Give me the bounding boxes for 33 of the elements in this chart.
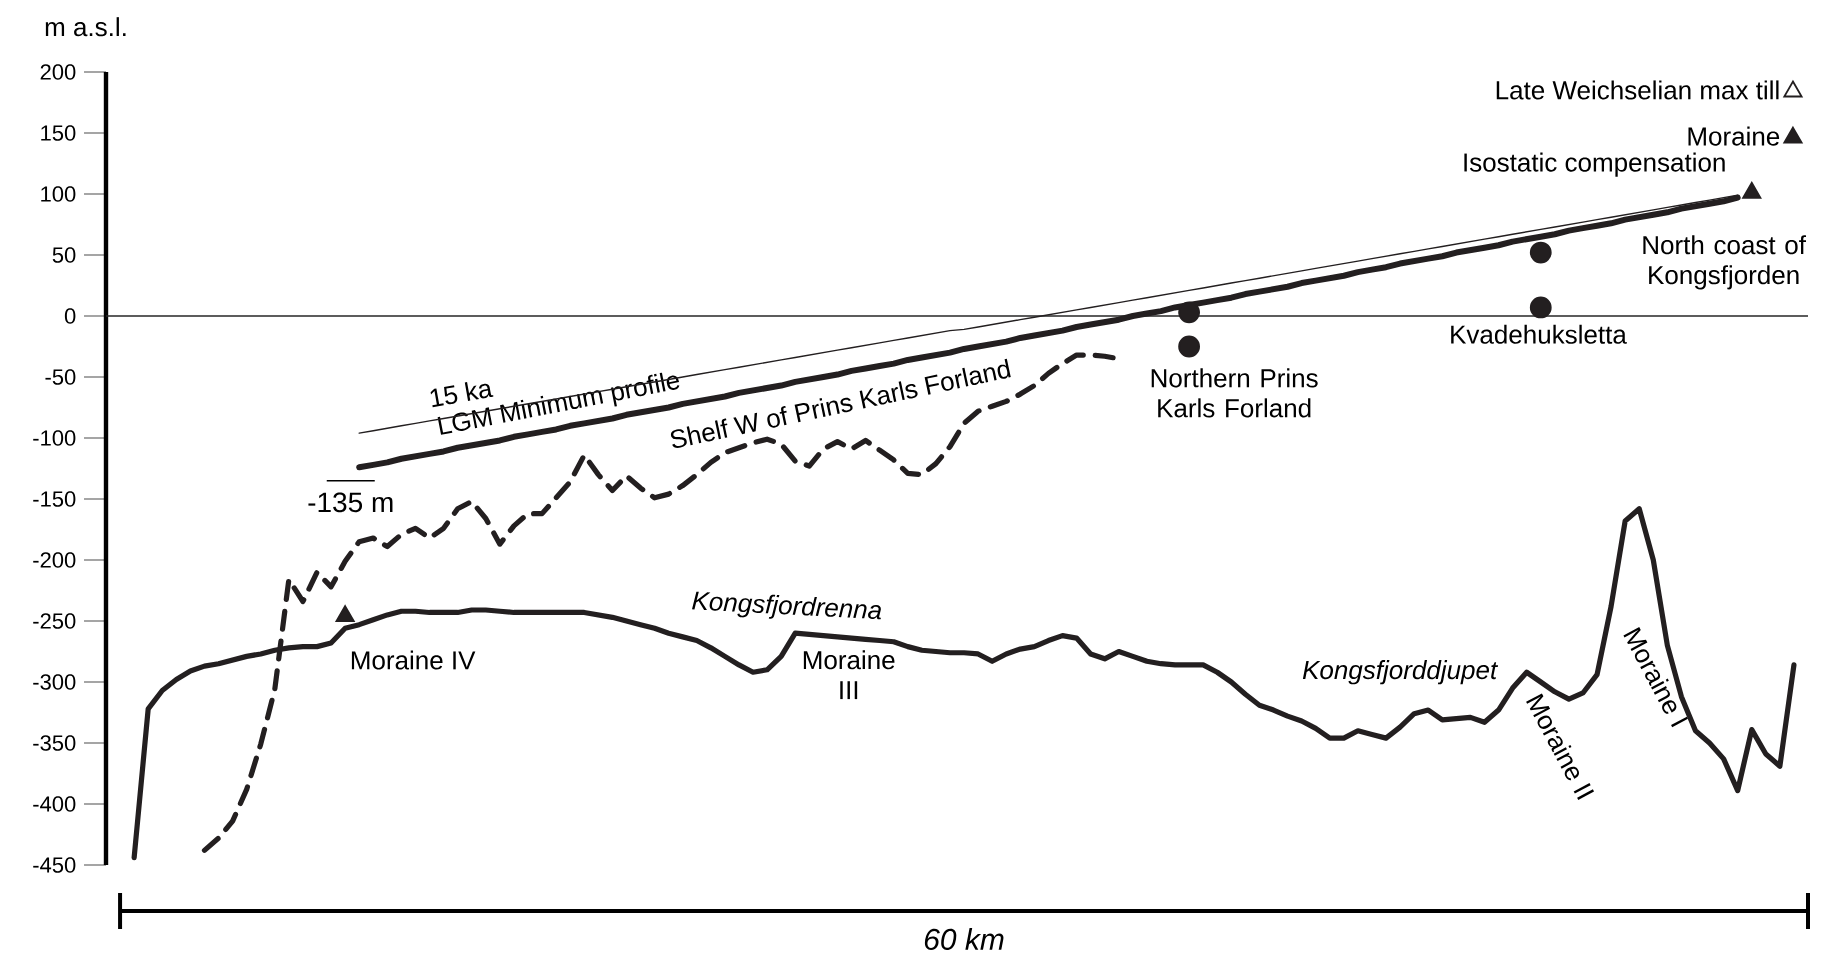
annotation: Moraine III — [803, 650, 895, 700]
x-axis-title: 60 km — [924, 927, 1004, 951]
y-tick-label: 100 — [41, 186, 76, 202]
point — [1178, 335, 1200, 358]
y-tick-label: -200 — [33, 552, 76, 568]
annotation: North coast of Kongsfjorden — [1643, 235, 1807, 290]
y-tick-label: -100 — [33, 430, 76, 446]
y-tick-label: -250 — [33, 613, 76, 629]
y-tick-label: -150 — [33, 491, 76, 507]
legend-label: Late Weichselian max till — [1496, 80, 1779, 100]
y-tick-label: -50 — [45, 369, 76, 385]
annotation: Kongsfjorddjupet — [1302, 660, 1499, 685]
annotation: Moraine IV — [351, 650, 476, 670]
point — [1178, 301, 1200, 324]
y-axis-title: m a.s.l. — [45, 17, 126, 37]
annotation: Isostatic compensation — [1464, 152, 1725, 177]
y-tick-label: 150 — [41, 125, 76, 141]
text: 15 ka — [430, 382, 494, 408]
y-tick-label: -400 — [33, 796, 76, 812]
legend-label: Moraine — [1688, 126, 1780, 146]
y-tick-label: 50 — [52, 247, 76, 263]
point — [1529, 296, 1552, 319]
point — [335, 605, 355, 623]
y-tick-label: 200 — [40, 64, 76, 80]
y-tick-label: -300 — [33, 674, 76, 690]
y-tick-label: -450 — [33, 857, 76, 873]
point — [1529, 241, 1552, 264]
y-tick-label: 0 — [64, 308, 76, 324]
y-tick-label: -350 — [33, 735, 76, 751]
annotation: Kvadehuksletta — [1451, 324, 1627, 344]
annotation: Northern Prins Karls Forland — [1151, 368, 1318, 418]
annotation: Kongsfjordrenna — [692, 591, 881, 620]
annotation: -135 m — [308, 492, 393, 513]
